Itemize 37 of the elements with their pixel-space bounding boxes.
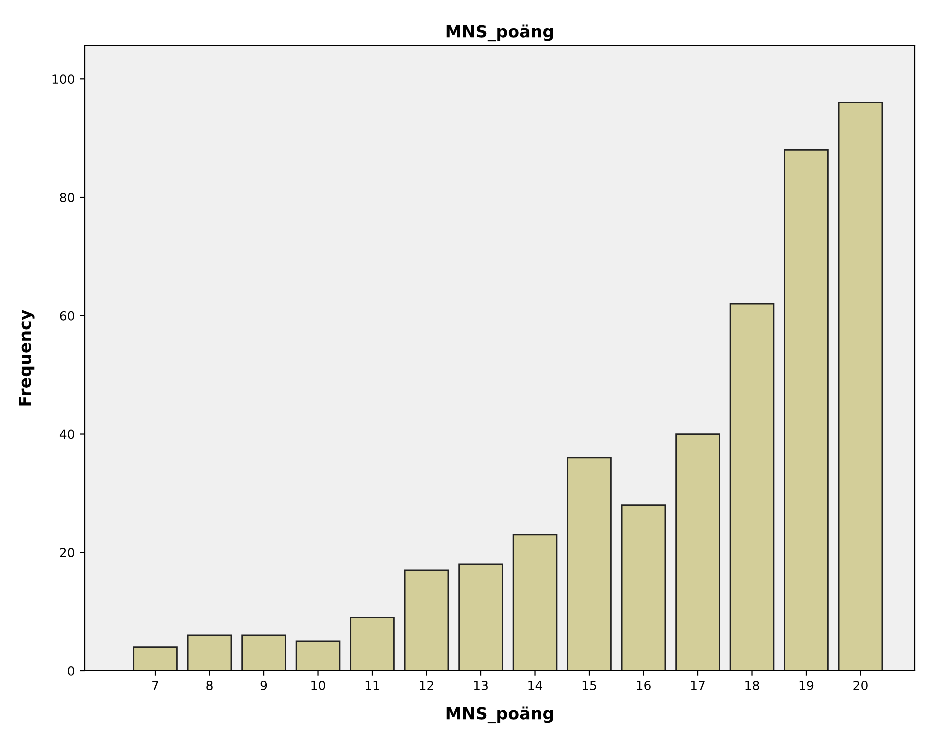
x-tick-label: 7 <box>152 681 158 690</box>
bar <box>784 149 829 671</box>
x-axis-title: MNS_poäng <box>446 706 554 724</box>
x-tick-label: 12 <box>420 680 434 690</box>
bar <box>133 646 178 671</box>
bar <box>838 102 884 671</box>
y-axis-title: Frequency <box>19 310 35 406</box>
x-tick-label: 16 <box>637 680 651 690</box>
bar <box>567 457 612 671</box>
chart-title: MNS_poäng <box>446 24 554 42</box>
bar <box>512 534 558 671</box>
x-tick-label: 19 <box>800 680 814 690</box>
bar <box>458 564 504 671</box>
y-tick-label: 40 <box>60 430 74 440</box>
bar <box>676 434 720 671</box>
x-tick-label: 17 <box>691 681 705 690</box>
x-tick-label: 10 <box>312 680 326 690</box>
x-tick-label: 11 <box>366 681 380 690</box>
y-tick-label: 100 <box>52 74 74 84</box>
y-tick-label: 0 <box>68 666 74 676</box>
x-tick-label: 14 <box>528 681 543 690</box>
x-tick-label: 20 <box>854 680 868 690</box>
x-tick-label: 8 <box>206 680 213 690</box>
y-tick-label: 20 <box>60 548 74 558</box>
bar <box>350 617 395 671</box>
bar <box>187 634 232 671</box>
y-tick-label: 60 <box>60 311 74 321</box>
bar <box>242 634 286 671</box>
bar <box>296 640 341 671</box>
x-tick-label: 18 <box>746 680 760 690</box>
bar <box>404 570 450 671</box>
x-tick-label: 15 <box>582 681 596 690</box>
y-tick-label: 80 <box>60 192 74 202</box>
bar <box>621 504 666 671</box>
x-tick-label: 9 <box>260 680 268 690</box>
x-tick-label: 13 <box>474 680 488 690</box>
bar <box>730 303 775 671</box>
